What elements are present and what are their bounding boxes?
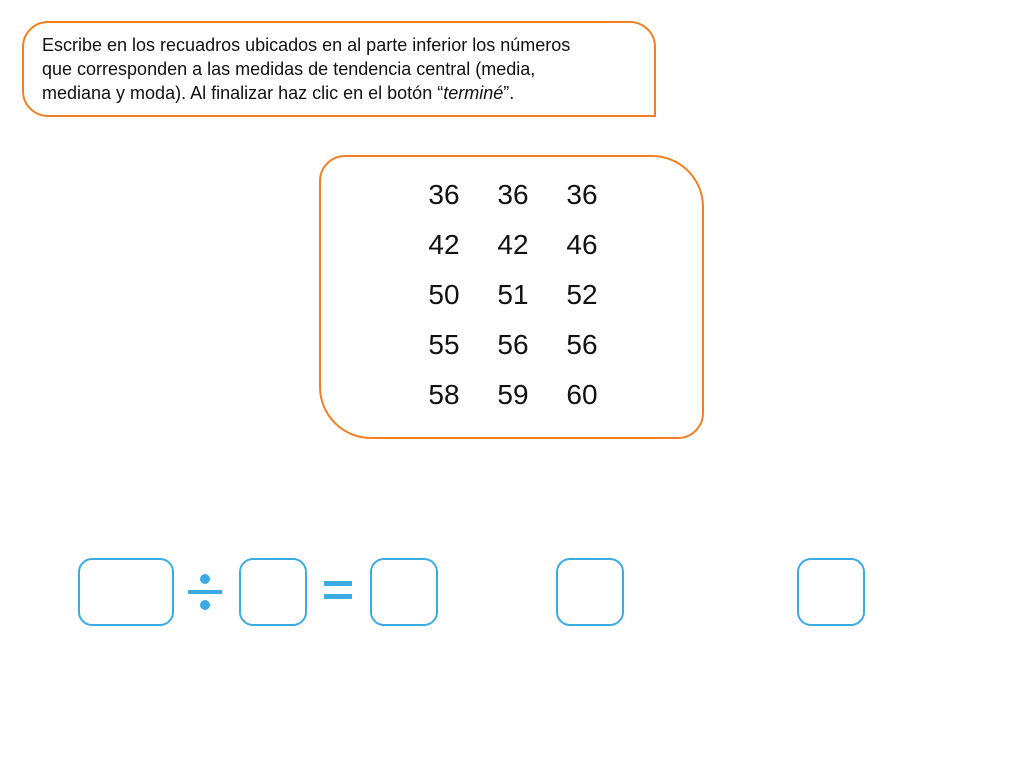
instructions-panel: Escribe en los recuadros ubicados en al … [22, 21, 656, 117]
instructions-line-3: mediana y moda). Al finalizar haz clic e… [42, 81, 640, 105]
data-value: 58 [428, 379, 460, 410]
data-value: 55 [428, 329, 460, 360]
median-input[interactable] [558, 560, 626, 626]
count-answer-box[interactable] [239, 558, 309, 626]
data-value: 60 [566, 379, 598, 410]
data-value: 42 [428, 229, 460, 260]
data-value: 51 [497, 279, 529, 310]
data-value: 50 [428, 279, 460, 310]
divide-icon [187, 572, 223, 612]
mode-input[interactable] [799, 560, 867, 626]
data-value: 36 [428, 179, 460, 210]
data-value: 42 [497, 229, 529, 260]
mean-answer-box[interactable] [370, 558, 440, 626]
mean-input[interactable] [372, 560, 440, 626]
instructions-line-3-suffix: ”. [503, 83, 515, 103]
count-input[interactable] [241, 560, 309, 626]
instructions-line-1: Escribe en los recuadros ubicados en al … [42, 35, 571, 55]
sum-answer-box[interactable] [78, 558, 176, 626]
data-set-card: 36 36 36 42 42 46 50 51 52 55 56 56 58 5… [319, 155, 704, 439]
data-value: 59 [497, 379, 529, 410]
instructions-line-2: que corresponden a las medidas de tenden… [42, 59, 536, 79]
data-set-grid: 36 36 36 42 42 46 50 51 52 55 56 56 58 5… [421, 175, 628, 425]
data-value: 56 [497, 329, 529, 360]
mode-answer-box[interactable] [797, 558, 867, 626]
data-value: 52 [566, 279, 598, 310]
equals-icon [324, 579, 352, 603]
data-value: 46 [566, 229, 598, 260]
median-answer-box[interactable] [556, 558, 626, 626]
data-value: 36 [566, 179, 598, 210]
data-value: 36 [497, 179, 529, 210]
data-value: 56 [566, 329, 598, 360]
instructions-line-3-prefix: mediana y moda). Al finalizar haz clic e… [42, 83, 444, 103]
sum-input[interactable] [80, 560, 176, 626]
instructions-emphasis: terminé [443, 83, 504, 103]
